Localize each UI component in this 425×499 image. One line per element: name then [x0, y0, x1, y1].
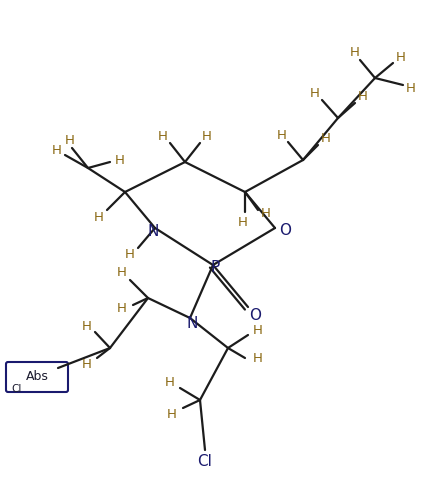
Text: H: H — [158, 130, 168, 143]
Text: N: N — [147, 224, 159, 239]
Text: H: H — [94, 211, 104, 224]
Text: H: H — [396, 50, 406, 63]
FancyBboxPatch shape — [6, 362, 68, 392]
Text: H: H — [165, 376, 175, 389]
Text: H: H — [65, 134, 75, 147]
Text: Abs: Abs — [26, 370, 48, 384]
Text: H: H — [253, 351, 263, 364]
Text: H: H — [117, 266, 127, 279]
Text: H: H — [115, 154, 125, 167]
Text: H: H — [238, 216, 248, 229]
Text: H: H — [277, 129, 287, 142]
Text: H: H — [202, 130, 212, 143]
Text: H: H — [82, 357, 92, 370]
Text: H: H — [406, 81, 416, 94]
Text: H: H — [167, 409, 177, 422]
Text: H: H — [125, 249, 135, 261]
Text: H: H — [52, 144, 62, 157]
Text: H: H — [253, 323, 263, 336]
Text: N: N — [186, 315, 198, 330]
Text: H: H — [310, 86, 320, 99]
Text: H: H — [350, 45, 360, 58]
Text: H: H — [117, 301, 127, 314]
Text: H: H — [82, 319, 92, 332]
Text: O: O — [279, 223, 291, 238]
Text: Cl: Cl — [198, 455, 212, 470]
Text: H: H — [358, 89, 368, 102]
Text: Cl: Cl — [12, 384, 22, 394]
Text: P: P — [210, 259, 220, 274]
Text: O: O — [249, 308, 261, 323]
Text: H: H — [321, 132, 331, 145]
Text: H: H — [261, 207, 271, 220]
